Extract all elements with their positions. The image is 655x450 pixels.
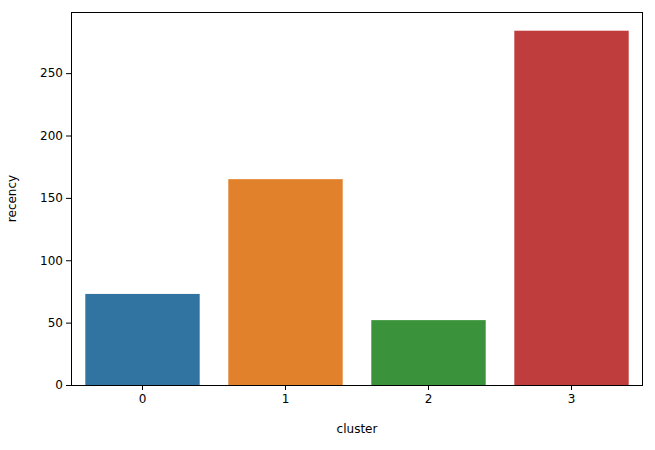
y-tick-mark	[66, 385, 71, 386]
bar	[228, 179, 342, 385]
y-tick-mark	[66, 260, 71, 261]
x-tick-mark	[571, 385, 572, 390]
x-tick-mark	[142, 385, 143, 390]
x-axis-title: cluster	[337, 422, 378, 436]
x-tick-label: 0	[139, 392, 147, 406]
bars	[85, 31, 628, 385]
y-tick: 0	[55, 378, 71, 392]
y-tick-mark	[66, 73, 71, 74]
y-tick-label: 0	[55, 378, 63, 392]
x-tick-label: 3	[568, 392, 576, 406]
y-axis: 0 50 100 150 200 250	[40, 13, 71, 393]
x-tick-mark	[285, 385, 286, 390]
x-tick-mark	[428, 385, 429, 390]
frame-right	[642, 12, 643, 385]
frame-top	[71, 12, 643, 13]
y-tick-mark	[66, 136, 71, 137]
y-tick: 150	[40, 191, 71, 205]
y-tick: 50	[48, 316, 71, 330]
y-tick-label: 200	[40, 129, 63, 143]
x-tick: 2	[425, 385, 433, 406]
y-tick: 250	[40, 66, 71, 80]
x-tick: 1	[282, 385, 290, 406]
x-axis: 0 1 2 3	[71, 385, 643, 406]
y-tick-label: 250	[40, 66, 63, 80]
chart: 0 1 2 3 0 50 100 150 200 250 cluster recency	[0, 0, 655, 450]
x-tick-label: 2	[425, 392, 433, 406]
y-tick: 100	[40, 254, 71, 268]
plot-area: 0 1 2 3 0 50 100 150 200 250	[40, 12, 643, 406]
y-tick-label: 50	[48, 316, 63, 330]
y-tick: 200	[40, 129, 71, 143]
y-axis-title: recency	[5, 175, 19, 222]
y-axis-line	[71, 13, 72, 386]
x-tick-label: 1	[282, 392, 290, 406]
x-axis-line	[71, 385, 643, 386]
y-tick-mark	[66, 198, 71, 199]
bar	[514, 31, 628, 385]
bar	[85, 294, 199, 385]
y-tick-mark	[66, 323, 71, 324]
x-tick: 3	[568, 385, 576, 406]
y-tick-label: 150	[40, 191, 63, 205]
x-tick: 0	[139, 385, 147, 406]
bar	[371, 320, 485, 385]
y-tick-label: 100	[40, 254, 63, 268]
